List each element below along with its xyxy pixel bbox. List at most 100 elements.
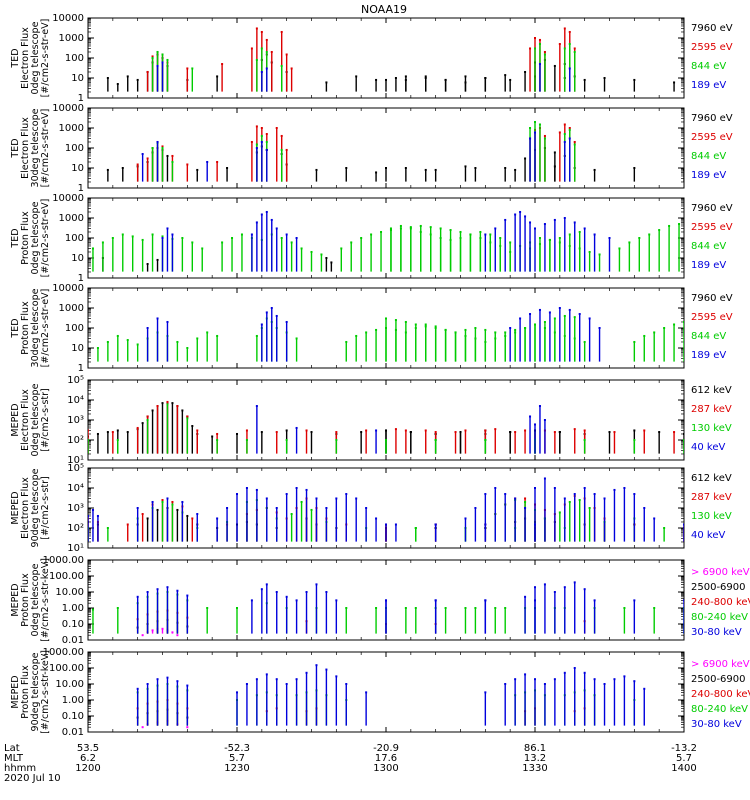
data-point <box>673 431 676 434</box>
y-axis-label-line: TED <box>10 138 21 158</box>
data-point <box>504 218 507 221</box>
data-point <box>146 263 149 266</box>
data-point <box>216 334 219 337</box>
data-point <box>166 400 169 403</box>
data-point <box>255 678 258 681</box>
data-point <box>305 488 308 491</box>
data-point <box>116 83 119 86</box>
data-point <box>260 127 263 129</box>
data-point <box>121 233 124 236</box>
data-point <box>459 431 462 434</box>
data-point <box>678 223 681 226</box>
data-point <box>345 607 348 609</box>
data-point <box>563 27 566 30</box>
data-point <box>146 591 149 593</box>
legend-entry: 2595 eV <box>691 132 733 143</box>
data-point <box>186 514 189 517</box>
x-row-label: hhmm <box>4 763 36 774</box>
data-point <box>265 38 268 41</box>
data-point <box>618 247 621 250</box>
data-point <box>141 634 144 637</box>
data-point <box>529 415 532 418</box>
data-point <box>151 57 154 59</box>
data-point <box>658 431 661 434</box>
legend-entry: 7960 eV <box>691 293 733 304</box>
data-point <box>543 419 546 421</box>
data-point <box>568 308 571 311</box>
y-axis-label-line: Electron Flux <box>20 27 31 89</box>
data-point <box>181 237 184 239</box>
data-point <box>161 145 164 148</box>
y-axis-label-line: Proton Flux <box>20 301 31 355</box>
legend-entry: 612 keV <box>691 473 732 484</box>
data-point <box>176 508 179 511</box>
data-point <box>171 154 174 157</box>
x-row-label: MLT <box>4 753 24 764</box>
legend-entry: 240-800 keV <box>691 597 750 608</box>
y-tick-label: 10¹ <box>67 543 84 554</box>
legend-entry: 189 eV <box>691 80 726 91</box>
data-point <box>449 238 452 241</box>
data-point <box>111 237 114 239</box>
y-tick-label: 10⁵ <box>67 463 84 474</box>
data-point <box>583 487 586 489</box>
data-point <box>136 507 139 509</box>
y-tick-label: 1 <box>78 273 84 284</box>
y-tick-label: 10000 <box>52 103 84 114</box>
data-point <box>543 683 546 685</box>
data-point <box>186 594 189 597</box>
data-point <box>613 678 616 681</box>
data-point <box>96 432 99 435</box>
data-point <box>568 30 571 33</box>
data-point <box>613 488 616 491</box>
data-point <box>146 517 149 520</box>
data-point <box>290 67 293 70</box>
data-point <box>543 320 546 323</box>
y-axis-label-line: MEPED <box>10 491 21 524</box>
data-point <box>345 340 348 343</box>
data-point <box>250 599 253 602</box>
data-point <box>275 591 278 593</box>
data-point <box>389 227 392 230</box>
data-point <box>464 75 467 78</box>
data-point <box>216 439 219 441</box>
data-point <box>578 230 581 233</box>
data-point <box>593 168 596 171</box>
data-point <box>260 47 263 50</box>
data-point <box>216 517 219 520</box>
data-point <box>484 77 487 79</box>
data-point <box>454 331 457 334</box>
data-point <box>385 429 387 432</box>
data-point <box>101 241 104 244</box>
legend-entry: 287 keV <box>691 404 732 415</box>
data-point <box>156 317 159 320</box>
panel-3: 1 10 100 1000 10000 TED Proton Flux 0deg telesc… <box>10 193 733 284</box>
data-point <box>335 431 338 434</box>
data-point <box>504 607 507 609</box>
data-point <box>509 327 512 329</box>
data-point <box>186 347 189 349</box>
y-axis-label-line: TED <box>10 228 21 248</box>
data-point <box>186 163 189 166</box>
data-point <box>250 233 253 236</box>
data-point <box>524 497 527 500</box>
y-tick-label: 100.00 <box>49 663 84 674</box>
data-point <box>335 599 338 602</box>
data-point <box>106 340 109 343</box>
data-point <box>613 431 616 434</box>
y-axis-label-line: 0deg telescope <box>30 201 41 274</box>
data-point <box>548 311 551 314</box>
data-point <box>548 238 551 241</box>
data-point <box>265 133 268 136</box>
data-point <box>260 213 263 216</box>
panel-data <box>106 120 684 182</box>
data-point <box>151 409 154 412</box>
data-point <box>206 331 209 334</box>
data-point <box>260 70 263 73</box>
data-point <box>270 307 273 309</box>
data-point <box>409 227 412 230</box>
y-axis-label-line: TED <box>10 48 21 68</box>
data-point <box>464 517 467 520</box>
data-point <box>161 147 164 149</box>
data-point <box>151 629 154 632</box>
